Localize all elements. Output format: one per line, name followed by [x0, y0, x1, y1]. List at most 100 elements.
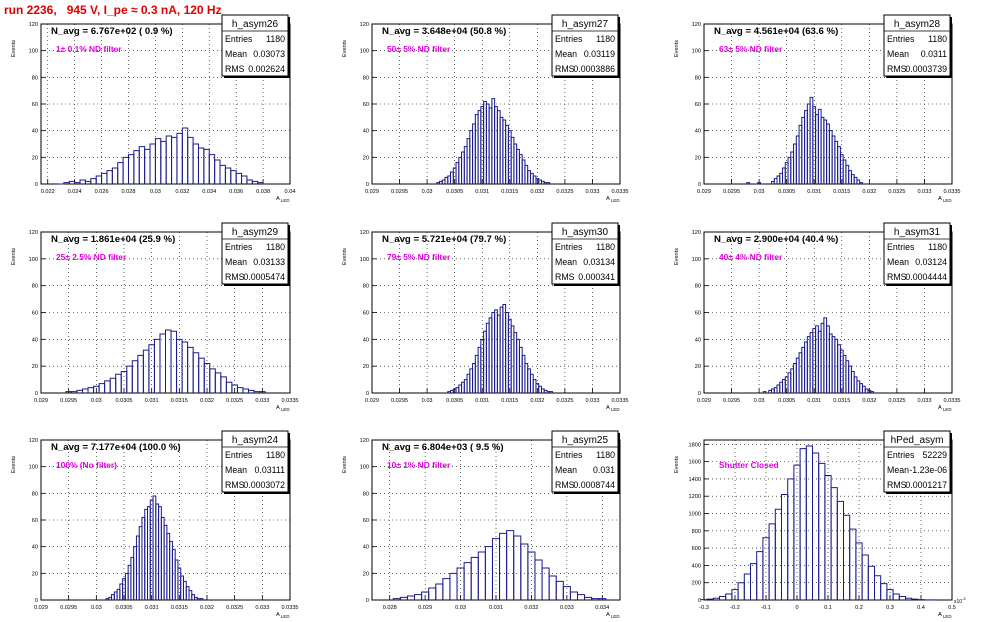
histogram-bin	[874, 575, 882, 600]
y-tick-label: 400	[692, 563, 701, 569]
filter-annotation: Shutter Closed	[719, 460, 779, 470]
stats-key: RMS	[555, 272, 575, 282]
histogram-bin	[856, 179, 861, 184]
x-tick-label: 0.0335	[943, 398, 960, 404]
x-tick-label: 0.0325	[888, 398, 905, 404]
histogram-bin	[442, 578, 451, 600]
run-title: run 2236, 945 V, I_pe ≈ 0.3 nA, 120 Hz	[4, 3, 222, 17]
y-axis-title: Events	[11, 248, 17, 265]
x-tick-label: 0.0295	[391, 398, 408, 404]
x-tick-label: 0.029	[418, 605, 432, 611]
y-tick-label: 20	[695, 364, 701, 370]
stats-key: RMS	[225, 272, 245, 282]
histogram-bin	[898, 596, 906, 600]
histogram-bin	[824, 474, 832, 600]
histogram-name: h_asym29	[232, 227, 279, 238]
x-axis-title: A LED	[938, 196, 952, 203]
y-tick-label: 1000	[689, 512, 701, 518]
y-axis-title: Events	[11, 40, 17, 57]
histogram-bin	[192, 143, 199, 184]
y-tick-label: 80	[32, 75, 38, 81]
stats-value: 1180	[596, 450, 615, 460]
y-tick-label: 60	[363, 311, 369, 317]
y-axis-title: Events	[674, 248, 680, 265]
histogram-bin	[812, 452, 820, 600]
histogram-bin	[154, 138, 162, 184]
histogram-bin	[414, 594, 423, 600]
y-tick-label: 120	[692, 230, 701, 236]
histogram-bin	[197, 147, 205, 184]
y-tick-label: 20	[363, 364, 369, 370]
x-tick-label: 0.031	[475, 398, 489, 404]
y-tick-label: 800	[692, 529, 701, 535]
histogram-panel-h_asym24: 0.029 0.0295 0.03 0.0305 0.031 0.0315 0.032 0.0…	[11, 430, 299, 619]
y-tick-label: 0	[35, 391, 38, 397]
stats-key: Entries	[887, 242, 915, 252]
histogram-bin	[209, 368, 216, 393]
stats-box: h_asym27 Entries 1180 Mean 0.03119 RMS0.00038…	[551, 14, 620, 78]
x-axis-title-subscript: LED	[610, 198, 620, 203]
x-tick-label: 0.03	[91, 398, 102, 404]
histogram-bin	[122, 156, 129, 184]
histogram-bin	[241, 175, 248, 184]
histogram-bin	[774, 508, 782, 600]
navg-label: N_avg = 3.648e+04 (50.8 %)	[382, 26, 506, 37]
histogram-bin	[546, 182, 551, 184]
histogram-bin	[199, 598, 204, 600]
x-tick-label: 0.033	[255, 605, 269, 611]
x-tick-label: 0.038	[256, 189, 270, 195]
x-tick-label: 0.031	[475, 189, 489, 195]
histogram-bin	[127, 154, 135, 184]
y-tick-label: 60	[32, 311, 38, 317]
histogram-bin	[181, 341, 189, 393]
stats-key: Mean	[225, 465, 247, 475]
y-tick-label: 80	[363, 284, 369, 290]
y-tick-label: 0	[35, 182, 38, 188]
histogram-bin	[236, 387, 244, 393]
histogram-bin	[534, 559, 543, 600]
x-tick-label: 0.031	[807, 398, 821, 404]
y-tick-label: 20	[695, 155, 701, 161]
stats-key: Mean	[555, 49, 577, 59]
histogram-bin	[149, 143, 156, 184]
y-tick-label: 0	[698, 598, 701, 604]
histogram-bin	[224, 167, 232, 184]
histogram-bin	[187, 346, 194, 393]
stats-key: Mean	[555, 465, 577, 475]
histogram-bin	[743, 573, 751, 600]
histogram-bin	[843, 514, 851, 600]
histogram-bin	[230, 170, 237, 184]
x-tick-label: 0.032	[862, 189, 876, 195]
x-tick-label: 0.031	[145, 605, 159, 611]
x-tick-label: 0.036	[229, 189, 243, 195]
y-tick-label: 200	[692, 581, 701, 587]
stats-value: 0.0003072	[243, 480, 285, 490]
histogram-bin	[165, 135, 173, 184]
y-axis-title: Events	[674, 456, 680, 473]
x-tick-label: 0.0325	[226, 398, 243, 404]
x-axis-title: A LED	[938, 405, 952, 412]
histogram-bin	[756, 551, 764, 600]
histogram-bin	[171, 136, 178, 184]
stats-value: 0.0311	[921, 49, 947, 59]
stats-box: h_asym30 Entries 1180 Mean 0.03134 RMS 0.00034…	[551, 222, 620, 286]
histogram-bin	[849, 528, 857, 600]
y-tick-label: 20	[32, 571, 38, 577]
histogram-bin	[830, 487, 838, 600]
histogram-bin	[737, 582, 745, 600]
histogram-name: hPed_asym	[891, 435, 944, 446]
x-tick-label: 0.0305	[778, 189, 795, 195]
filter-annotation: 63± 5% ND filter	[719, 44, 783, 54]
x-tick-label: 0.032	[862, 398, 876, 404]
histogram-bin	[449, 572, 458, 600]
histogram-bin	[131, 360, 139, 393]
y-tick-label: 100	[360, 49, 369, 55]
x-axis-title: A LED	[276, 196, 290, 203]
stats-value: 0.03073	[253, 49, 285, 59]
y-axis-title: Events	[674, 40, 680, 57]
histogram-bin	[137, 354, 144, 393]
x-tick-label: 0.029	[34, 398, 48, 404]
y-tick-label: 60	[695, 102, 701, 108]
x-tick-label: 0.0305	[446, 398, 463, 404]
histogram-bin	[176, 132, 183, 184]
